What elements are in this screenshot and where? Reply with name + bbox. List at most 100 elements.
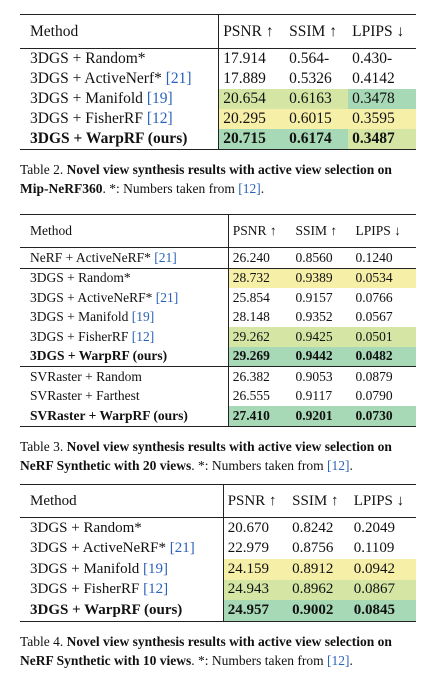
- value: 17.914: [223, 50, 266, 67]
- method-cell: 3DGS + Manifold [19]: [20, 559, 224, 580]
- method-name: 3DGS + Random*: [30, 519, 142, 536]
- value-cell: 0.0482: [351, 346, 416, 367]
- value: 0.0766: [355, 289, 393, 305]
- header-text: SSIM ↑: [292, 492, 339, 509]
- value: 20.295: [223, 110, 266, 127]
- header-text: PSNR ↑: [232, 223, 277, 238]
- citation: [21]: [169, 540, 195, 557]
- data-row: 3DGS + Random* 28.732 0.9389 0.0534: [20, 267, 416, 288]
- header-cell: LPIPS ↓: [348, 14, 416, 49]
- value-cell: 20.654: [218, 89, 286, 109]
- value-cell: 26.240: [228, 248, 291, 269]
- value: 0.9053: [295, 368, 333, 384]
- value-cell: 0.0766: [351, 288, 416, 308]
- caption-text: [12]: [326, 652, 350, 668]
- header-cell: SSIM ↑: [291, 214, 352, 248]
- method-name: 3DGS + Manifold: [30, 309, 129, 325]
- method-cell: 3DGS + Manifold [19]: [20, 307, 229, 327]
- data-row: 3DGS + Random* 20.670 0.8242 0.2049: [20, 517, 416, 539]
- method-cell: 3DGS + FisherRF [12]: [20, 109, 220, 129]
- value: 24.957: [227, 601, 269, 618]
- value-cell: 0.8912: [288, 559, 350, 580]
- value-cell: 0.6015: [285, 109, 349, 129]
- value: 0.0942: [353, 560, 395, 577]
- caption: Table 3. Novel view synthesis results wi…: [20, 437, 416, 475]
- method-name: 3DGS + FisherRF: [30, 110, 143, 127]
- caption-text: Table 2.: [20, 162, 67, 177]
- value-cell: 0.3595: [348, 109, 416, 129]
- method-name: SVRaster + Random: [30, 368, 142, 384]
- value: 0.0534: [355, 270, 393, 286]
- caption-text: .: [349, 652, 353, 668]
- value-cell: 0.0534: [351, 267, 416, 288]
- value-cell: 26.555: [228, 387, 291, 407]
- method-cell: SVRaster + Farthest: [20, 386, 229, 406]
- value-cell: 0.3478: [348, 89, 416, 109]
- header-row: Method PSNR ↑ SSIM ↑ LPIPS ↓: [20, 214, 416, 248]
- value: 24.943: [227, 581, 269, 598]
- value: 29.262: [232, 328, 270, 344]
- value-cell: 29.262: [228, 327, 292, 347]
- value: 0.9425: [295, 328, 333, 344]
- caption-text: . *: Numbers taken from: [191, 457, 327, 473]
- citation: [19]: [143, 560, 169, 577]
- header-text: LPIPS ↓: [355, 223, 401, 238]
- value: 20.715: [223, 130, 266, 147]
- value-cell: 0.9157: [292, 288, 352, 308]
- value: 0.8560: [295, 249, 333, 265]
- value-cell: 20.295: [218, 109, 286, 129]
- value: 0.3487: [352, 130, 395, 147]
- method-cell: NeRF + ActiveNeRF* [21]: [20, 247, 229, 268]
- value-cell: 0.0790: [351, 387, 416, 407]
- method-cell: 3DGS + WarpRF (ours): [20, 600, 224, 621]
- value: 27.410: [232, 407, 270, 423]
- method-name: 3DGS + Random*: [30, 270, 131, 286]
- value-cell: 0.9352: [292, 308, 352, 328]
- value-cell: 0.8962: [288, 579, 350, 600]
- value: 17.889: [223, 70, 266, 87]
- value: 0.5326: [289, 70, 332, 87]
- value: 0.1109: [353, 540, 395, 557]
- data-row: 3DGS + Manifold [19] 20.654 0.6163 0.3478: [20, 89, 416, 109]
- method-cell: 3DGS + FisherRF [12]: [20, 579, 224, 600]
- value: 24.159: [227, 560, 269, 577]
- value-cell: 28.148: [228, 308, 291, 328]
- header-text: Method: [30, 492, 77, 509]
- table-block: Method PSNR ↑ SSIM ↑ LPIPS ↓ 3DGS + Random* 2…: [20, 484, 416, 670]
- value: 0.8756: [292, 540, 334, 557]
- header-row: Method PSNR ↑ SSIM ↑ LPIPS ↓: [20, 14, 416, 49]
- value-cell: 0.9442: [291, 346, 352, 367]
- header-text: SSIM ↑: [289, 22, 337, 40]
- method-cell: SVRaster + WarpRF (ours): [20, 406, 229, 426]
- value: 0.9352: [295, 309, 333, 325]
- caption-text: [12]: [326, 457, 350, 473]
- header-text: LPIPS ↓: [352, 22, 405, 40]
- data-row: 3DGS + ActiveNerf* [21] 17.889 0.5326 0.414…: [20, 69, 416, 89]
- value-cell: 0.9117: [292, 387, 352, 407]
- method-name: 3DGS + WarpRF (ours): [30, 348, 168, 364]
- value-cell: 20.670: [223, 518, 288, 539]
- data-row: 3DGS + WarpRF (ours) 20.715 0.6174 0.3487: [20, 129, 416, 150]
- citation: [21]: [165, 70, 192, 87]
- value: 28.148: [232, 309, 270, 325]
- header-cell: PSNR ↑: [223, 484, 289, 518]
- method-name: 3DGS + WarpRF (ours): [30, 130, 188, 147]
- value: 22.979: [227, 540, 269, 557]
- results-table: Method PSNR ↑ SSIM ↑ LPIPS ↓ 3DGS + Random* 2…: [20, 484, 416, 622]
- data-row: 3DGS + Manifold [19] 28.148 0.9352 0.0567: [20, 307, 416, 328]
- value-cell: 0.564-: [285, 49, 348, 70]
- header-cell: PSNR ↑: [218, 14, 286, 49]
- value-cell: 0.8756: [288, 539, 350, 560]
- value-cell: 0.9053: [291, 366, 352, 387]
- method-cell: 3DGS + Random*: [20, 517, 224, 539]
- method-name: 3DGS + WarpRF (ours): [30, 601, 183, 618]
- value-cell: 28.732: [228, 267, 292, 288]
- method-name: 3DGS + ActiveNerf*: [30, 70, 162, 87]
- value-cell: 24.943: [223, 579, 289, 600]
- value-cell: 0.0867: [349, 579, 416, 600]
- data-row: SVRaster + Farthest 26.555 0.9117 0.0790: [20, 386, 416, 407]
- value: 26.240: [232, 249, 270, 265]
- caption-text: Novel view synthesis results with active…: [20, 633, 392, 668]
- data-row: 3DGS + ActiveNeRF* [21] 25.854 0.9157 0.076…: [20, 288, 416, 308]
- caption-text: . *: Numbers taken from: [102, 181, 239, 196]
